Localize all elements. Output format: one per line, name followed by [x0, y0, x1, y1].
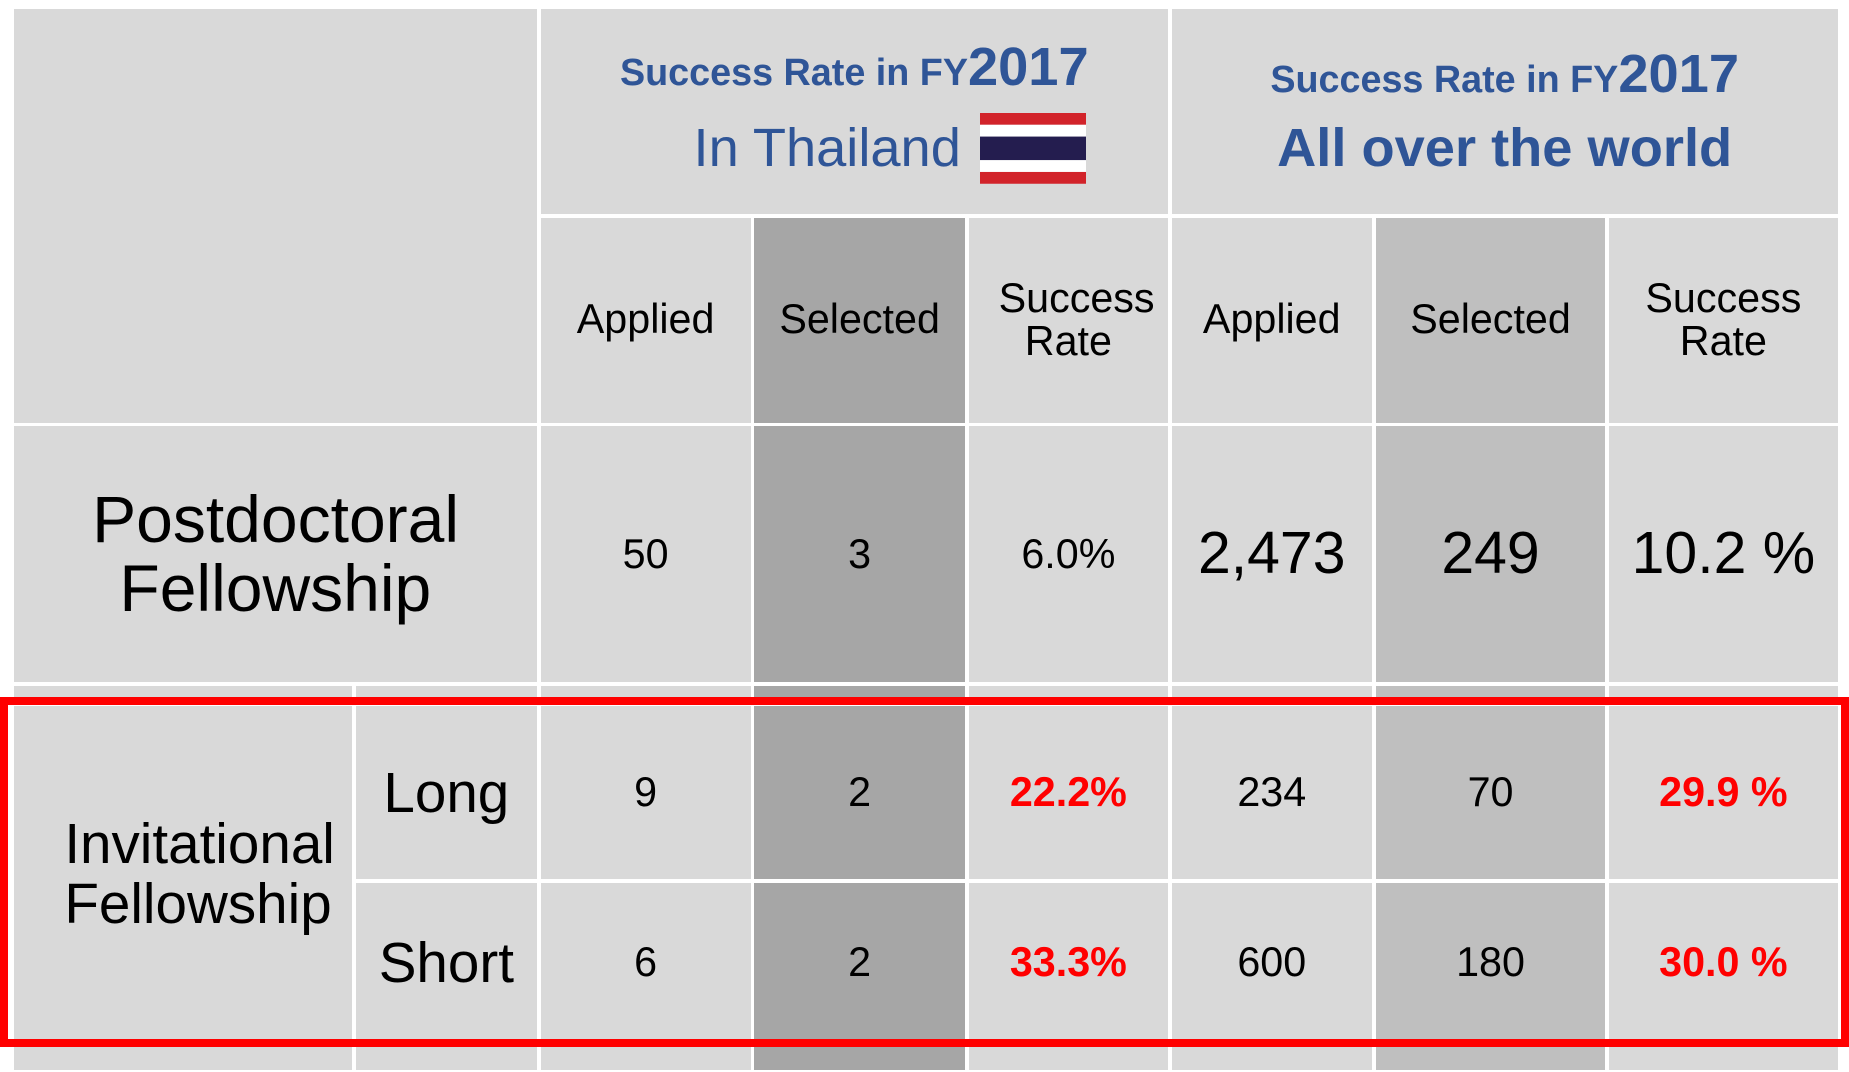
cell-value: 2,473 — [1197, 521, 1346, 587]
strip-cell — [355, 1045, 538, 1071]
group-header: Success Rate in FY2017 All over the world — [1171, 8, 1838, 215]
data-cell: 33.3% — [968, 882, 1168, 1042]
cell-value: 600 — [1237, 938, 1307, 985]
data-cell: 3 — [754, 426, 966, 683]
cell-value: 10.2 % — [1631, 521, 1816, 587]
row-label: Postdoctoral Fellowship — [92, 481, 460, 626]
data-cell: 9 — [540, 705, 751, 880]
data-cell: 234 — [1171, 705, 1372, 880]
flag-stripe — [979, 136, 1086, 160]
sub-row-label: Short — [378, 930, 514, 994]
data-cell: 70 — [1375, 705, 1606, 880]
flag-stripe — [979, 159, 1086, 172]
region-line: In Thailand — [693, 112, 1086, 184]
corner-cell — [13, 8, 538, 423]
group-header: Success Rate in FY2017 In Thailand — [540, 8, 1168, 215]
title-year: 2017 — [967, 37, 1089, 98]
data-cell: 6 — [540, 882, 751, 1042]
column-label: Selected — [779, 296, 940, 343]
cell-value: 29.9 % — [1659, 768, 1788, 815]
cell-value: 249 — [1441, 521, 1540, 587]
cell-value: 30.0 % — [1659, 938, 1788, 985]
data-cell: 29.9 % — [1609, 705, 1838, 880]
thai-flag — [979, 112, 1086, 184]
highlight-box — [0, 696, 1849, 1048]
column-header: Applied — [1171, 217, 1372, 423]
title-year: 2017 — [1618, 44, 1739, 105]
strip-cell — [1609, 1045, 1838, 1071]
title-prefix: Success Rate in FY — [619, 51, 968, 94]
column-label: Success Rate — [1645, 274, 1802, 365]
strip-cell — [968, 1045, 1168, 1071]
row-header: Invitational Fellowship — [13, 705, 352, 1042]
sub-row-header: Long — [355, 705, 538, 880]
strip-cell — [540, 1045, 751, 1071]
data-cell: 6.0% — [968, 426, 1168, 683]
data-cell: 2 — [754, 705, 966, 880]
cell-value: 234 — [1237, 768, 1307, 815]
data-cell: 50 — [540, 426, 751, 683]
flag-stripe — [979, 124, 1086, 137]
column-label: Selected — [1410, 296, 1571, 343]
data-cell: 600 — [1171, 882, 1372, 1042]
column-header: Selected — [1375, 217, 1606, 423]
data-cell: 10.2 % — [1609, 426, 1838, 683]
cell-value: 33.3% — [1009, 938, 1127, 985]
cell-value: 2 — [848, 938, 872, 985]
title-prefix: Success Rate in FY — [1270, 58, 1619, 101]
column-label: Success Rate — [998, 274, 1155, 365]
group-title: Success Rate in FY2017 — [620, 39, 1089, 96]
flag-stripe — [979, 171, 1086, 184]
strip-cell — [1171, 1045, 1372, 1071]
column-label: Applied — [576, 296, 715, 343]
region-line: All over the world — [1277, 117, 1733, 178]
cell-value: 22.2% — [1009, 768, 1127, 815]
data-cell: 2 — [754, 882, 966, 1042]
strip-cell — [13, 1045, 352, 1071]
cell-value: 180 — [1456, 938, 1525, 985]
column-header: Success Rate — [1609, 217, 1838, 423]
column-header: Success Rate — [968, 217, 1168, 423]
data-cell: 30.0 % — [1609, 882, 1838, 1042]
row-header: Postdoctoral Fellowship — [13, 426, 538, 683]
strip-cell — [754, 1045, 966, 1071]
cell-value: 9 — [634, 768, 658, 815]
data-cell: 180 — [1375, 882, 1606, 1042]
region: In Thailand — [693, 117, 961, 178]
cell-value: 6 — [634, 938, 658, 985]
sub-row-label: Long — [383, 760, 510, 824]
strip-cell — [1375, 1045, 1606, 1071]
cell-value: 70 — [1467, 768, 1514, 815]
column-label: Applied — [1202, 296, 1341, 343]
flag-stripe — [979, 112, 1086, 125]
cell-value: 3 — [848, 530, 872, 577]
cell-value: 6.0% — [1021, 530, 1116, 577]
row-label: Invitational Fellowship — [64, 812, 335, 935]
data-cell: 22.2% — [968, 705, 1168, 880]
column-header: Applied — [540, 217, 751, 423]
group-title: Success Rate in FY2017 — [1270, 46, 1739, 103]
sub-row-header: Short — [355, 882, 538, 1042]
cell-value: 50 — [622, 530, 669, 577]
cell-value: 2 — [848, 768, 872, 815]
data-cell: 2,473 — [1171, 426, 1372, 683]
data-cell: 249 — [1375, 426, 1606, 683]
region: All over the world — [1277, 117, 1733, 178]
column-header: Selected — [754, 217, 966, 423]
